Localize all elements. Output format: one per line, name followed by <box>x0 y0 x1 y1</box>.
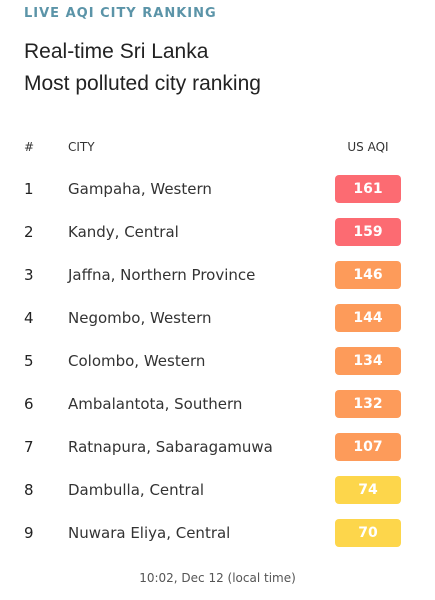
widget-kicker: LIVE AQI CITY RANKING <box>24 6 217 21</box>
row-city-link[interactable]: Kandy, Central <box>68 223 179 241</box>
headline-line-1: Real-time Sri Lanka <box>24 40 209 63</box>
row-city-link[interactable]: Negombo, Western <box>68 309 212 327</box>
row-city-link[interactable]: Ambalantota, Southern <box>68 395 243 413</box>
column-header-city: CITY <box>68 140 95 154</box>
table-row[interactable]: 6 Ambalantota, Southern 132 <box>0 383 435 426</box>
row-rank: 3 <box>24 266 34 284</box>
row-rank: 1 <box>24 180 34 198</box>
row-rank: 8 <box>24 481 34 499</box>
row-rank: 2 <box>24 223 34 241</box>
row-rank: 9 <box>24 524 34 542</box>
column-header-rank: # <box>24 140 35 154</box>
row-city-link[interactable]: Gampaha, Western <box>68 180 212 198</box>
aqi-badge: 134 <box>335 347 401 375</box>
table-row[interactable]: 1 Gampaha, Western 161 <box>0 168 435 211</box>
ranking-table: 1 Gampaha, Western 161 2 Kandy, Central … <box>0 168 435 555</box>
aqi-badge: 132 <box>335 390 401 418</box>
row-city-link[interactable]: Nuwara Eliya, Central <box>68 524 231 542</box>
row-city-link[interactable]: Colombo, Western <box>68 352 206 370</box>
aqi-badge: 161 <box>335 175 401 203</box>
row-rank: 6 <box>24 395 34 413</box>
aqi-badge: 70 <box>335 519 401 547</box>
table-row[interactable]: 8 Dambulla, Central 74 <box>0 469 435 512</box>
aqi-badge: 159 <box>335 218 401 246</box>
table-row[interactable]: 5 Colombo, Western 134 <box>0 340 435 383</box>
row-rank: 4 <box>24 309 34 327</box>
aqi-badge: 74 <box>335 476 401 504</box>
aqi-badge: 144 <box>335 304 401 332</box>
row-city-link[interactable]: Dambulla, Central <box>68 481 205 499</box>
row-rank: 7 <box>24 438 34 456</box>
row-city-link[interactable]: Jaffna, Northern Province <box>68 266 256 284</box>
table-row[interactable]: 2 Kandy, Central 159 <box>0 211 435 254</box>
aqi-badge: 146 <box>335 261 401 289</box>
table-row[interactable]: 9 Nuwara Eliya, Central 70 <box>0 512 435 555</box>
widget-headline: Real-time Sri Lanka Most polluted city r… <box>24 36 261 100</box>
column-header-aqi: US AQI <box>347 140 389 154</box>
update-timestamp: 10:02, Dec 12 (local time) <box>139 571 296 585</box>
table-row[interactable]: 7 Ratnapura, Sabaragamuwa 107 <box>0 426 435 469</box>
headline-line-2: Most polluted city ranking <box>24 72 261 95</box>
table-row[interactable]: 3 Jaffna, Northern Province 146 <box>0 254 435 297</box>
table-header: # CITY US AQI <box>0 138 435 158</box>
table-row[interactable]: 4 Negombo, Western 144 <box>0 297 435 340</box>
row-city-link[interactable]: Ratnapura, Sabaragamuwa <box>68 438 273 456</box>
aqi-badge: 107 <box>335 433 401 461</box>
row-rank: 5 <box>24 352 34 370</box>
